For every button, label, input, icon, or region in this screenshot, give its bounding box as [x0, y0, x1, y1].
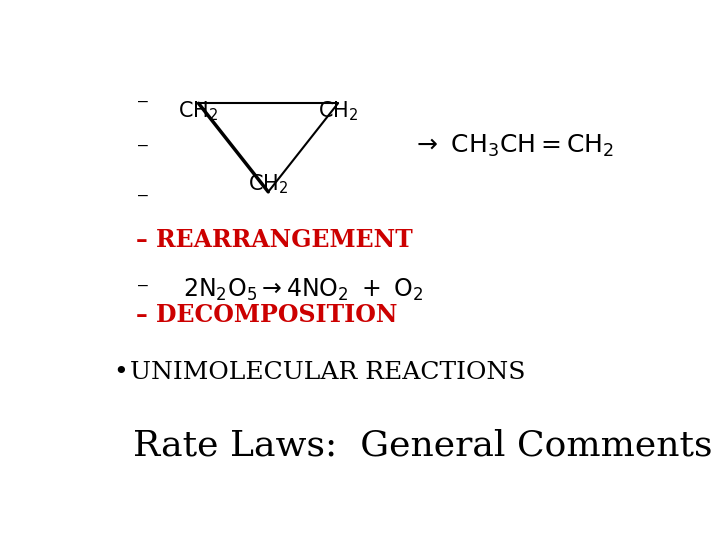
Text: $\mathrm{CH_2}$: $\mathrm{CH_2}$: [248, 172, 289, 195]
Text: $\mathrm{CH_2}$: $\mathrm{CH_2}$: [179, 99, 219, 123]
Text: $\rightarrow\ \mathrm{CH_3CH{=}CH_2}$: $\rightarrow\ \mathrm{CH_3CH{=}CH_2}$: [412, 132, 613, 159]
Text: –: –: [137, 184, 148, 207]
Text: – DECOMPOSITION: – DECOMPOSITION: [137, 303, 398, 327]
Text: $2\mathrm{N_2O_5} \rightarrow 4\mathrm{NO_2}\ +\ \mathrm{O_2}$: $2\mathrm{N_2O_5} \rightarrow 4\mathrm{N…: [183, 276, 423, 303]
Text: –: –: [137, 90, 148, 112]
Text: $\mathrm{CH_2}$: $\mathrm{CH_2}$: [318, 99, 358, 123]
Text: – REARRANGEMENT: – REARRANGEMENT: [137, 228, 413, 252]
Text: –: –: [137, 134, 148, 157]
Text: UNIMOLECULAR REACTIONS: UNIMOLECULAR REACTIONS: [130, 361, 526, 384]
Text: •: •: [113, 361, 128, 384]
Text: –: –: [137, 274, 148, 297]
Text: Rate Laws:  General Comments: Rate Laws: General Comments: [132, 428, 712, 462]
